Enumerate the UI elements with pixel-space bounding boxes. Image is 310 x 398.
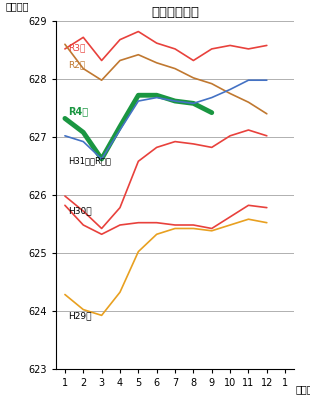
Text: R2年: R2年 — [68, 60, 85, 69]
Text: H29年: H29年 — [68, 311, 91, 320]
Text: R3年: R3年 — [68, 43, 85, 52]
Y-axis label: （万人）: （万人） — [6, 1, 29, 11]
X-axis label: （月）: （月） — [295, 384, 310, 394]
Text: H31年・R元年: H31年・R元年 — [68, 157, 111, 166]
Title: 月別人口推移: 月別人口推移 — [151, 6, 199, 19]
Text: H30年: H30年 — [68, 207, 91, 216]
Text: R4年: R4年 — [68, 106, 88, 116]
